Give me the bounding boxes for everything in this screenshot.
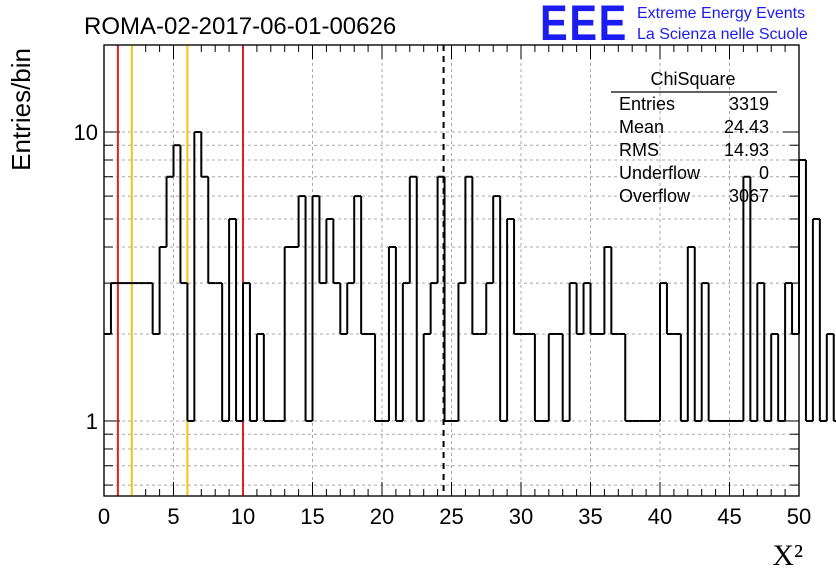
- stats-label: RMS: [619, 140, 659, 160]
- y-tick-labels: 1 10: [74, 120, 98, 434]
- x-tick-label: 35: [578, 504, 602, 529]
- x-tick-label: 40: [648, 504, 672, 529]
- stats-value: 0: [759, 163, 769, 183]
- stats-value: 3319: [729, 94, 769, 114]
- stats-box: ChiSquare Entries 3319 Mean 24.43 RMS 14…: [611, 69, 777, 206]
- plot-frame: [103, 44, 800, 497]
- y-axis-title: Entries/bin: [6, 48, 36, 171]
- x-tick-labels: 0 5 10 15 20 25 30 35 40 45 50: [98, 504, 811, 529]
- x-tick-label: 20: [370, 504, 394, 529]
- stats-label: Mean: [619, 117, 664, 137]
- stats-label: Overflow: [619, 186, 691, 206]
- y-tick-label: 10: [74, 120, 98, 145]
- x-tick-label: 5: [167, 504, 179, 529]
- stats-label: Entries: [619, 94, 675, 114]
- x-axis-title: X²: [772, 539, 803, 572]
- x-tick-label: 50: [787, 504, 811, 529]
- logo-line-1: Extreme Energy Events: [637, 5, 805, 22]
- stats-value: 14.93: [724, 140, 769, 160]
- stats-title: ChiSquare: [650, 69, 735, 89]
- chart-title: ROMA-02-2017-06-01-00626: [84, 13, 396, 40]
- x-tick-label: 25: [439, 504, 463, 529]
- stats-value: 24.43: [724, 117, 769, 137]
- x-tick-label: 45: [717, 504, 741, 529]
- stats-value: 3067: [729, 186, 769, 206]
- y-tick-label: 1: [86, 409, 98, 434]
- logo-line-2: La Scienza nelle Scuole: [637, 26, 808, 43]
- x-tick-label: 30: [509, 504, 533, 529]
- logo-mark: EEE: [540, 0, 628, 51]
- x-tick-label: 0: [98, 504, 110, 529]
- x-tick-label: 15: [300, 504, 324, 529]
- eee-logo: EEE Extreme Energy Events La Scienza nel…: [540, 0, 808, 51]
- stats-label: Underflow: [619, 163, 701, 183]
- histogram: [104, 130, 836, 422]
- x-tick-label: 10: [231, 504, 255, 529]
